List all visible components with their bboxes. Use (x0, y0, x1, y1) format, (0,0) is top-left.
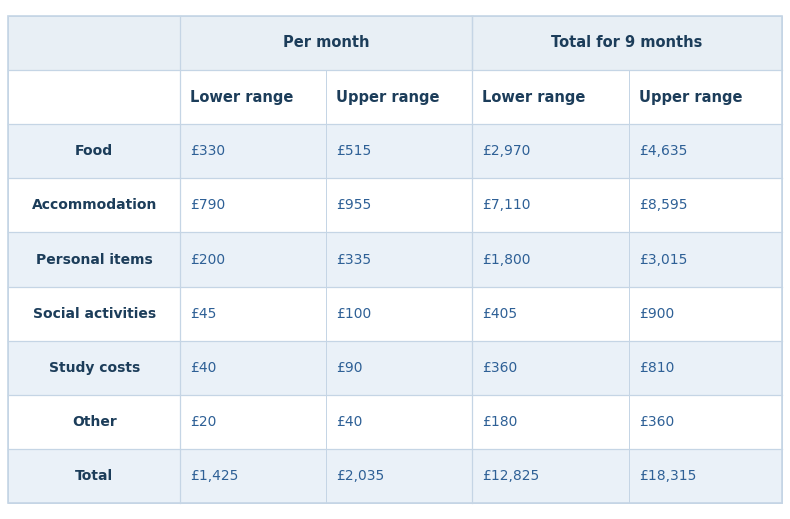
Text: £515: £515 (336, 144, 371, 158)
Bar (180, 449, 326, 503)
Bar (8, 70, 180, 124)
Text: £200: £200 (190, 253, 225, 266)
Text: £360: £360 (482, 361, 517, 375)
Text: £7,110: £7,110 (482, 198, 530, 212)
Text: Social activities: Social activities (32, 307, 156, 321)
Text: Per month: Per month (283, 35, 369, 50)
Text: £180: £180 (482, 415, 517, 429)
Bar (8, 233, 180, 286)
Text: Personal items: Personal items (36, 253, 152, 266)
Text: £3,015: £3,015 (639, 253, 688, 266)
Text: Total for 9 months: Total for 9 months (551, 35, 702, 50)
Bar (472, 341, 630, 395)
Text: Food: Food (75, 144, 113, 158)
Bar (630, 178, 782, 233)
Bar (472, 70, 630, 124)
Bar (326, 395, 472, 449)
Bar (630, 70, 782, 124)
Bar (326, 341, 472, 395)
Text: £45: £45 (190, 307, 216, 321)
Text: £955: £955 (336, 198, 371, 212)
Bar (326, 286, 472, 341)
Text: £900: £900 (639, 307, 675, 321)
Text: £40: £40 (190, 361, 216, 375)
Text: Accommodation: Accommodation (32, 198, 157, 212)
Text: £2,970: £2,970 (482, 144, 530, 158)
Bar (180, 395, 326, 449)
Bar (630, 341, 782, 395)
Text: £330: £330 (190, 144, 225, 158)
Bar (8, 286, 180, 341)
Text: Lower range: Lower range (190, 89, 294, 104)
Text: Upper range: Upper range (639, 89, 743, 104)
Text: Study costs: Study costs (48, 361, 140, 375)
Text: £360: £360 (639, 415, 675, 429)
Bar (180, 16, 472, 70)
Text: £40: £40 (336, 415, 363, 429)
Text: £4,635: £4,635 (639, 144, 688, 158)
Bar (180, 233, 326, 286)
Text: £100: £100 (336, 307, 371, 321)
Bar (8, 395, 180, 449)
Text: £12,825: £12,825 (482, 469, 539, 483)
Bar (472, 449, 630, 503)
Bar (180, 286, 326, 341)
Bar (472, 16, 782, 70)
Bar (326, 233, 472, 286)
Text: £810: £810 (639, 361, 675, 375)
Text: £1,425: £1,425 (190, 469, 239, 483)
Text: Upper range: Upper range (336, 89, 439, 104)
Bar (472, 124, 630, 178)
Bar (472, 395, 630, 449)
Text: £2,035: £2,035 (336, 469, 384, 483)
Bar (472, 178, 630, 233)
Text: £405: £405 (482, 307, 517, 321)
Bar (472, 233, 630, 286)
Text: Other: Other (72, 415, 117, 429)
Bar (180, 178, 326, 233)
Bar (180, 70, 326, 124)
Text: Lower range: Lower range (482, 89, 585, 104)
Bar (180, 341, 326, 395)
Bar (326, 449, 472, 503)
Bar (630, 395, 782, 449)
Bar (8, 178, 180, 233)
Bar (630, 124, 782, 178)
Bar (326, 70, 472, 124)
Bar (8, 16, 180, 70)
Bar (630, 449, 782, 503)
Bar (8, 341, 180, 395)
Bar (8, 449, 180, 503)
Text: £18,315: £18,315 (639, 469, 697, 483)
Bar (630, 233, 782, 286)
Text: £20: £20 (190, 415, 216, 429)
Text: £1,800: £1,800 (482, 253, 530, 266)
Bar (8, 124, 180, 178)
Text: £90: £90 (336, 361, 363, 375)
Bar (630, 286, 782, 341)
Text: £790: £790 (190, 198, 226, 212)
Bar (472, 286, 630, 341)
Text: Total: Total (75, 469, 113, 483)
Text: £8,595: £8,595 (639, 198, 688, 212)
Text: £335: £335 (336, 253, 371, 266)
Bar (180, 124, 326, 178)
Bar (326, 178, 472, 233)
Bar (326, 124, 472, 178)
